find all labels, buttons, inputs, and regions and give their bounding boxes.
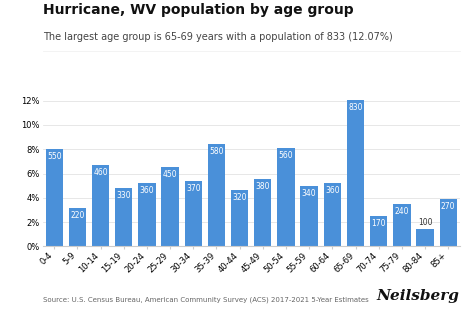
Text: 240: 240 [394, 207, 409, 216]
Bar [439, 199, 457, 246]
Bar [301, 186, 318, 246]
Bar [277, 148, 295, 246]
Bar [115, 188, 132, 246]
Text: Hurricane, WV population by age group: Hurricane, WV population by age group [43, 3, 353, 17]
Text: 550: 550 [47, 152, 62, 161]
Text: Source: U.S. Census Bureau, American Community Survey (ACS) 2017-2021 5-Year Est: Source: U.S. Census Bureau, American Com… [43, 297, 368, 303]
Text: 360: 360 [140, 186, 154, 195]
Text: 460: 460 [93, 168, 108, 177]
Bar [208, 144, 225, 246]
Text: 100: 100 [418, 218, 432, 227]
Bar [231, 190, 248, 246]
Text: 170: 170 [372, 220, 386, 228]
Text: 830: 830 [348, 103, 363, 112]
Text: 320: 320 [232, 193, 247, 202]
Text: 330: 330 [117, 191, 131, 200]
Bar [184, 181, 202, 246]
Text: 450: 450 [163, 170, 177, 179]
Text: 560: 560 [279, 151, 293, 160]
Text: 370: 370 [186, 184, 201, 193]
Bar [138, 183, 155, 246]
Bar [46, 149, 63, 246]
Text: 220: 220 [70, 211, 84, 220]
Bar [69, 208, 86, 246]
Text: Neilsberg: Neilsberg [377, 289, 460, 303]
Text: 380: 380 [255, 182, 270, 191]
Bar [416, 229, 434, 246]
Bar [162, 167, 179, 246]
Bar [370, 216, 387, 246]
Text: 340: 340 [302, 190, 317, 198]
Bar [324, 183, 341, 246]
Bar [347, 100, 364, 246]
Bar [254, 179, 272, 246]
Text: 360: 360 [325, 186, 340, 195]
Text: 270: 270 [441, 202, 456, 211]
Text: The largest age group is 65-69 years with a population of 833 (12.07%): The largest age group is 65-69 years wit… [43, 32, 392, 42]
Text: 580: 580 [209, 147, 224, 156]
Bar [393, 204, 410, 246]
Bar [92, 165, 109, 246]
